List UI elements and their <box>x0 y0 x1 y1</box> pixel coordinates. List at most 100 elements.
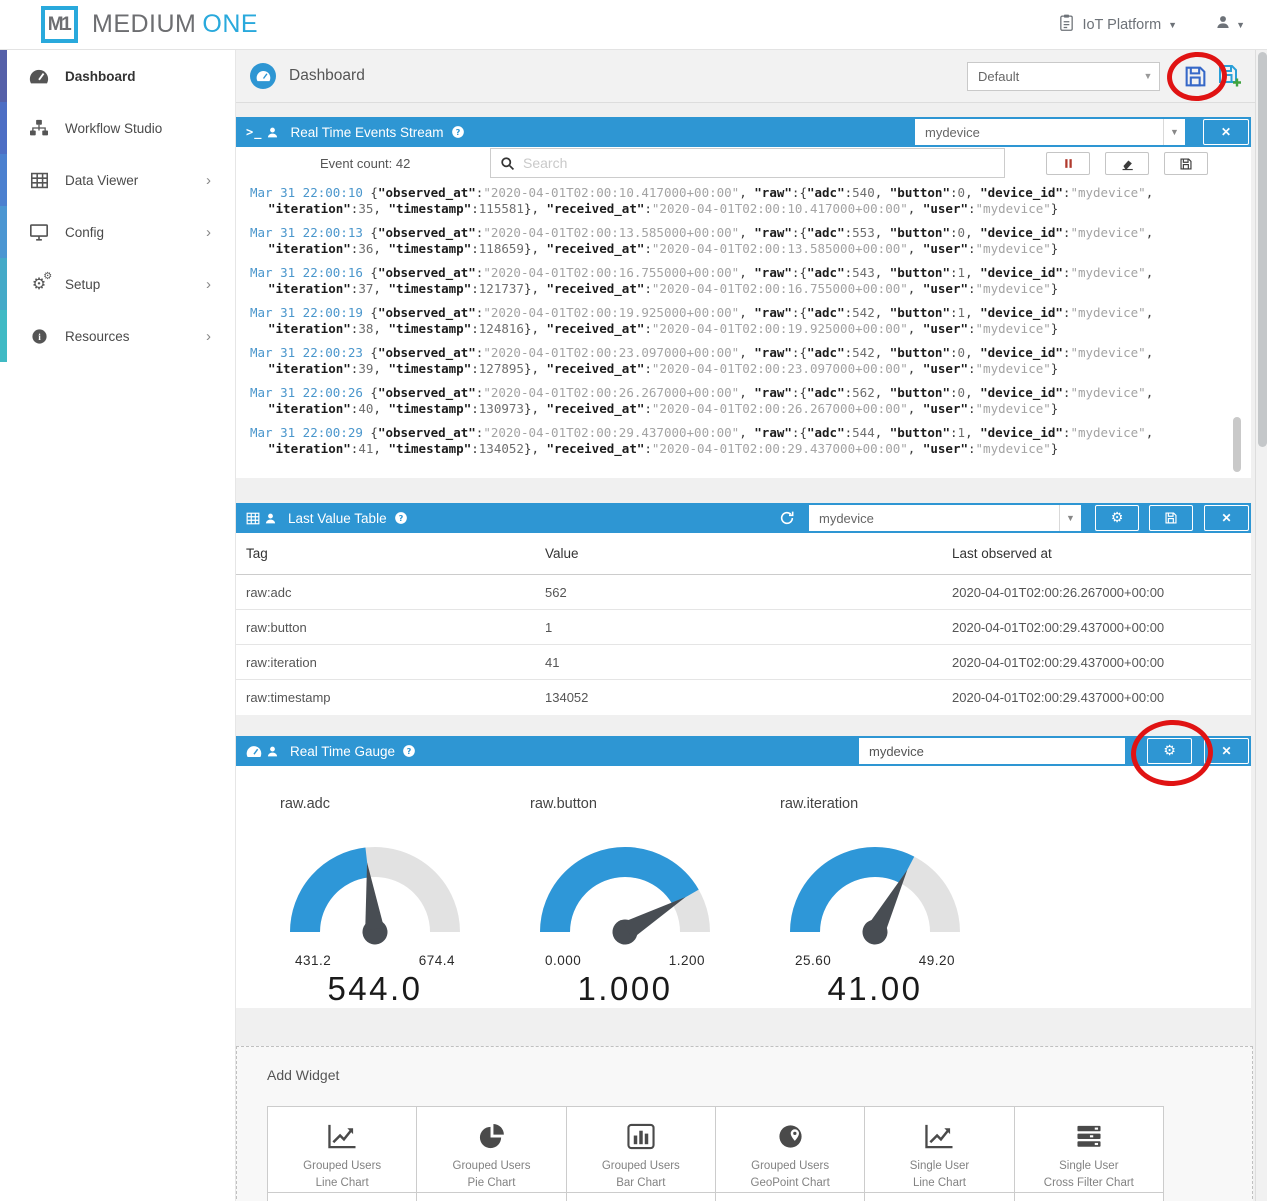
add-widget-option-grouped-users-geopoint-chart[interactable]: Grouped Users GeoPoint Chart <box>714 1106 866 1193</box>
logo-mark: M1 <box>47 13 72 35</box>
caret-down-icon: ▼ <box>1143 71 1153 81</box>
topbar-right: IoT Platform ▼ ▼ <box>1058 13 1267 36</box>
save-stream-button[interactable] <box>1164 152 1208 175</box>
log-entry: Mar 31 22:00:26 {"observed_at":"2020-04-… <box>250 385 1154 416</box>
widget-settings-button[interactable]: ⚙ <box>1147 738 1192 764</box>
table-cell: 41 <box>545 654 560 670</box>
add-widget-option[interactable] <box>714 1192 866 1201</box>
table-cell: 2020-04-01T02:00:26.267000+00:00 <box>952 584 1165 600</box>
chevron-right-icon: › <box>206 327 211 345</box>
device-select[interactable]: mydevice ▼ <box>809 505 1081 531</box>
gauge-icon <box>29 69 49 83</box>
eraser-icon <box>1122 160 1133 170</box>
events-stream-toolbar: Event count: 42 <box>236 147 1251 180</box>
page-header: Dashboard Default ▼ <box>236 50 1255 103</box>
table-cell: raw:timestamp <box>246 690 331 705</box>
sitemap-icon <box>30 119 48 136</box>
option-type: Line Chart <box>315 1177 369 1189</box>
sidebar-item-data-viewer[interactable]: Data Viewer › <box>0 154 235 206</box>
events-stream-header: >_ Real Time Events Stream ? mydevice ▼ … <box>236 117 1251 147</box>
line-chart-icon <box>328 1124 356 1148</box>
sidebar-item-config[interactable]: Config › <box>0 206 235 258</box>
table-row: raw:button 1 2020-04-01T02:00:29.437000+00… <box>236 610 1251 645</box>
sidebar-item-workflow-studio[interactable]: Workflow Studio <box>0 102 235 154</box>
table-cell: 1 <box>545 619 553 635</box>
refresh-icon[interactable] <box>779 510 795 526</box>
log-entry: Mar 31 22:00:23 {"observed_at":"2020-04-… <box>250 345 1154 376</box>
add-widget-option[interactable] <box>864 1192 1015 1201</box>
add-widget-option-single-user-cross-filter-chart[interactable]: Single User Cross Filter Chart <box>1013 1106 1165 1193</box>
gauge-label: raw.button <box>530 796 597 812</box>
log-entry: Mar 31 22:00:10 {"observed_at":"2020-04-… <box>250 185 1154 216</box>
add-widget-option[interactable] <box>565 1192 716 1201</box>
line-chart-icon <box>925 1124 953 1148</box>
help-icon[interactable]: ? <box>451 125 465 139</box>
option-type: GeoPoint Chart <box>750 1177 830 1189</box>
gauge-value: 544.0 <box>327 970 423 1007</box>
pause-stream-button[interactable] <box>1046 152 1090 175</box>
help-icon[interactable]: ? <box>394 511 408 525</box>
bar-chart-icon <box>627 1123 655 1149</box>
user-icon <box>1215 14 1231 35</box>
add-widget-option-grouped-users-pie-chart[interactable]: Grouped Users Pie Chart <box>416 1106 567 1193</box>
device-select-value: mydevice <box>925 124 980 140</box>
save-dashboard-button[interactable] <box>1183 64 1208 89</box>
option-group: Single User <box>909 1160 970 1172</box>
add-widget-option-grouped-users-line-chart[interactable]: Grouped Users Line Chart <box>266 1106 418 1193</box>
log-scrollbar[interactable] <box>1233 417 1241 472</box>
gauge-raw.button: raw.button 0.000 1.200 1.000 <box>500 766 750 1008</box>
user-icon <box>264 512 277 525</box>
save-as-new-dashboard-button[interactable] <box>1217 63 1243 89</box>
table-cell: 2020-04-01T02:00:29.437000+00:00 <box>952 654 1165 670</box>
dashboard-content: >_ Real Time Events Stream ? mydevice ▼ … <box>236 103 1255 1201</box>
gauge-max: 49.20 <box>918 953 955 968</box>
table-cell: 134052 <box>545 690 589 705</box>
add-widget-option[interactable] <box>416 1192 567 1201</box>
table-header-row: Tag Value Last observed at <box>236 533 1251 575</box>
add-widget-option[interactable] <box>266 1192 418 1201</box>
sidebar-item-setup[interactable]: ⚙ ⚙ Setup › <box>0 258 235 310</box>
platform-label: IoT Platform <box>1082 16 1162 33</box>
sidebar-item-resources[interactable]: i Resources › <box>0 310 235 362</box>
gauge-label: raw.adc <box>280 796 330 812</box>
top-bar: M1 MEDIUM ONE IoT Platform ▼ ▼ <box>0 0 1267 50</box>
option-group: Grouped Users <box>303 1160 382 1172</box>
chevron-right-icon: › <box>206 223 211 241</box>
sidebar-item-dashboard[interactable]: Dashboard <box>0 50 235 102</box>
search-input[interactable] <box>515 155 1004 171</box>
terminal-icon: >_ <box>246 125 263 139</box>
column-header: Tag <box>246 546 268 561</box>
add-widget-option-single-user-line-chart[interactable]: Single User Line Chart <box>864 1106 1015 1193</box>
close-widget-button[interactable]: ✕ <box>1203 119 1249 145</box>
user-icon <box>266 126 279 139</box>
table-row: raw:timestamp 134052 2020-04-01T02:00:29.4… <box>236 680 1251 715</box>
option-group: Grouped Users <box>452 1160 531 1172</box>
dashboard-select[interactable]: Default ▼ <box>967 61 1160 91</box>
device-input[interactable] <box>859 738 1125 764</box>
search-icon <box>501 156 515 170</box>
dashboard-select-value: Default <box>978 68 1020 84</box>
option-type: Cross Filter Chart <box>1043 1177 1134 1189</box>
clipboard-icon <box>1058 13 1075 36</box>
table-row: raw:iteration 41 2020-04-01T02:00:29.43700… <box>236 645 1251 680</box>
help-icon[interactable]: ? <box>402 744 416 758</box>
svg-text:?: ? <box>398 513 403 523</box>
save-widget-button[interactable] <box>1149 505 1193 531</box>
close-widget-button[interactable]: ✕ <box>1204 505 1249 531</box>
add-widget-option-grouped-users-bar-chart[interactable]: Grouped Users Bar Chart <box>565 1106 716 1193</box>
widget-settings-button[interactable]: ⚙ <box>1095 505 1139 531</box>
close-widget-button[interactable]: ✕ <box>1204 738 1249 764</box>
column-header: Last observed at <box>952 546 1052 561</box>
caret-down-icon: ▼ <box>1059 505 1081 531</box>
table-cell: raw:adc <box>246 584 292 600</box>
platform-menu[interactable]: IoT Platform ▼ <box>1058 13 1177 36</box>
add-widget-option[interactable] <box>1013 1192 1165 1201</box>
clear-stream-button[interactable] <box>1105 152 1149 175</box>
page-scrollbar-thumb[interactable] <box>1257 52 1267 447</box>
user-menu[interactable]: ▼ <box>1215 14 1245 35</box>
option-group: Single User <box>1059 1160 1119 1172</box>
gauge-min: 0.000 <box>545 953 582 968</box>
device-select[interactable]: mydevice ▼ <box>915 119 1185 145</box>
sidebar-item-label: Dashboard <box>65 68 136 84</box>
save-icon <box>1180 157 1192 170</box>
